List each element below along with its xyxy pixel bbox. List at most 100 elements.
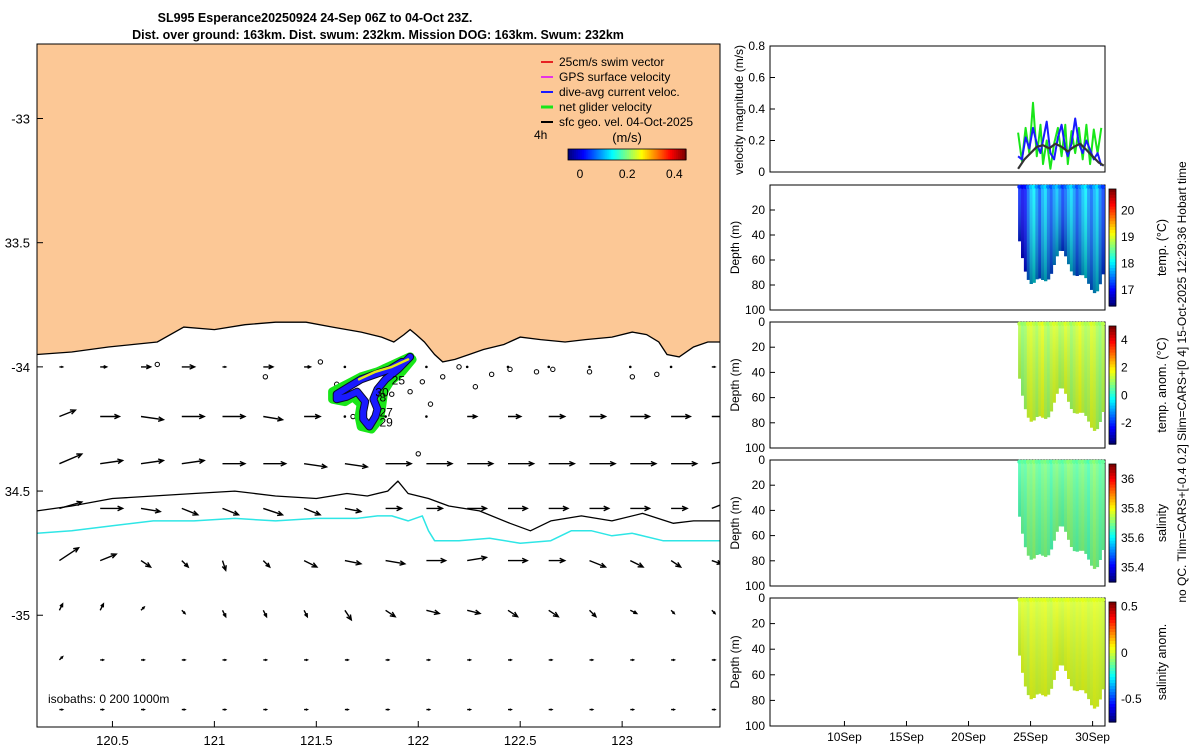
geo-velocity-vector [100, 708, 106, 711]
geo-velocity-vector [140, 415, 166, 422]
temperature-panel: 20 40 60 80 100 Depth (m) 17 18 19 20 temp. (°C) [728, 184, 1169, 317]
profile-column-shade [1029, 463, 1033, 560]
geo-velocity-vector [426, 460, 454, 467]
profile-column-shade [1081, 188, 1085, 276]
colorbar-cell [642, 149, 646, 160]
profile-column-shade [1069, 325, 1074, 409]
geo-velocity-vector [304, 413, 322, 420]
profile-column-shade [1061, 325, 1065, 389]
geo-velocity-vector [140, 507, 162, 514]
island [389, 391, 395, 397]
geo-velocity-vector [262, 609, 268, 619]
colorbar-cell [1109, 203, 1116, 208]
colorbar-cell [1109, 707, 1116, 711]
profile-column-shade [1052, 188, 1056, 265]
colorbar-cell [617, 149, 620, 160]
colorbar-cell [623, 149, 626, 160]
colorbar-cell [1109, 695, 1116, 699]
geo-velocity-vector [59, 409, 77, 418]
colorbar-cell [1109, 671, 1116, 675]
profile-column-shade [1052, 325, 1056, 403]
colorbar-cell [1109, 420, 1116, 424]
velocity-y-tick-label: 0.2 [748, 134, 765, 148]
profile-column-shade [1092, 188, 1097, 294]
colorbar-cell [1109, 602, 1116, 606]
profile-column-shade [1035, 188, 1039, 280]
colorbar-cell [1109, 265, 1116, 269]
colorbar-cell [1109, 520, 1116, 524]
profile-column-shade [1101, 188, 1105, 275]
colorbar-tick-label: 0.5 [1121, 600, 1138, 614]
profile-y-tick-label: 80 [752, 693, 766, 707]
profile-column-shade [1044, 188, 1048, 282]
geo-velocity-vector [671, 413, 693, 420]
profile-y-tick-label: 20 [752, 340, 766, 354]
colorbar-cell [1109, 469, 1116, 474]
colorbar-cell [1109, 632, 1116, 636]
geo-velocity-vector [588, 365, 591, 369]
geo-velocity-vector [99, 602, 105, 611]
geo-velocity-vector [385, 559, 407, 566]
time-x-tick-label: 10Sep [827, 730, 862, 744]
profile-y-label: Depth (m) [728, 496, 742, 549]
profile-column-shade [1095, 601, 1100, 707]
island [415, 451, 421, 457]
colorbar-cell [573, 149, 577, 160]
profile-y-label: Depth (m) [728, 635, 742, 688]
profile-column-shade [1049, 325, 1054, 412]
colorbar-cell [1109, 487, 1116, 492]
profile-column-shade [1087, 325, 1091, 422]
profile-column-shade [1067, 188, 1071, 265]
colorbar-cell [1109, 668, 1116, 672]
profile-column-shade [1044, 325, 1048, 419]
colorbar-cell [1109, 662, 1116, 666]
profile-column-shade [1069, 463, 1074, 547]
geo-velocity-vector [467, 460, 495, 467]
profile-column-shade [1041, 463, 1045, 556]
colorbar-cell [1109, 698, 1116, 702]
geo-velocity-vector [344, 708, 350, 711]
profile-column-shade [1072, 463, 1077, 552]
geo-velocity-vector [425, 365, 428, 369]
colorbar-cell [568, 149, 571, 160]
colorbar-cell [1109, 215, 1116, 219]
geo-velocity-vector [508, 505, 529, 512]
geo-velocity-vector [141, 658, 146, 662]
colorbar-cell [1109, 531, 1116, 536]
profile-column-shade [1041, 325, 1045, 418]
profile-column-shade [1029, 601, 1033, 700]
colorbar-cell [613, 149, 616, 160]
geo-velocity-vector [58, 602, 64, 611]
profile-y-tick-label: 80 [752, 416, 766, 430]
colorbar-cell [1109, 617, 1116, 621]
colorbar-title: (m/s) [612, 130, 642, 145]
colorbar-cell [1109, 393, 1116, 398]
isobath-label: isobaths: 0 200 1000m [48, 692, 169, 706]
colorbar-cell [587, 149, 591, 160]
profile-column-shade [1035, 601, 1039, 695]
island [472, 384, 479, 390]
colorbar-cell [627, 149, 630, 160]
geo-velocity-vector [506, 365, 510, 369]
colorbar-cell [1109, 481, 1116, 486]
colorbar-cell [1109, 244, 1116, 249]
colorbar-cell [1109, 361, 1116, 365]
geo-velocity-vector [385, 658, 391, 662]
colorbar-cell [591, 149, 595, 160]
colorbar-cell [628, 149, 632, 160]
profile-column-shade [1026, 325, 1031, 418]
colorbar-cell [1109, 689, 1116, 693]
colorbar-cell [670, 149, 673, 160]
profile-column-shade [1087, 463, 1091, 560]
colorbar-cell [1109, 490, 1116, 495]
colorbar-cell [650, 149, 654, 160]
island [488, 371, 495, 378]
island [550, 366, 556, 373]
geo-velocity-vector [181, 458, 206, 465]
colorbar-cell [1109, 291, 1116, 295]
colorbar-cell [664, 149, 667, 160]
surface-sample-dot [1100, 184, 1106, 190]
profile-column-shade [1038, 188, 1042, 279]
geo-velocity-vector [343, 365, 347, 369]
